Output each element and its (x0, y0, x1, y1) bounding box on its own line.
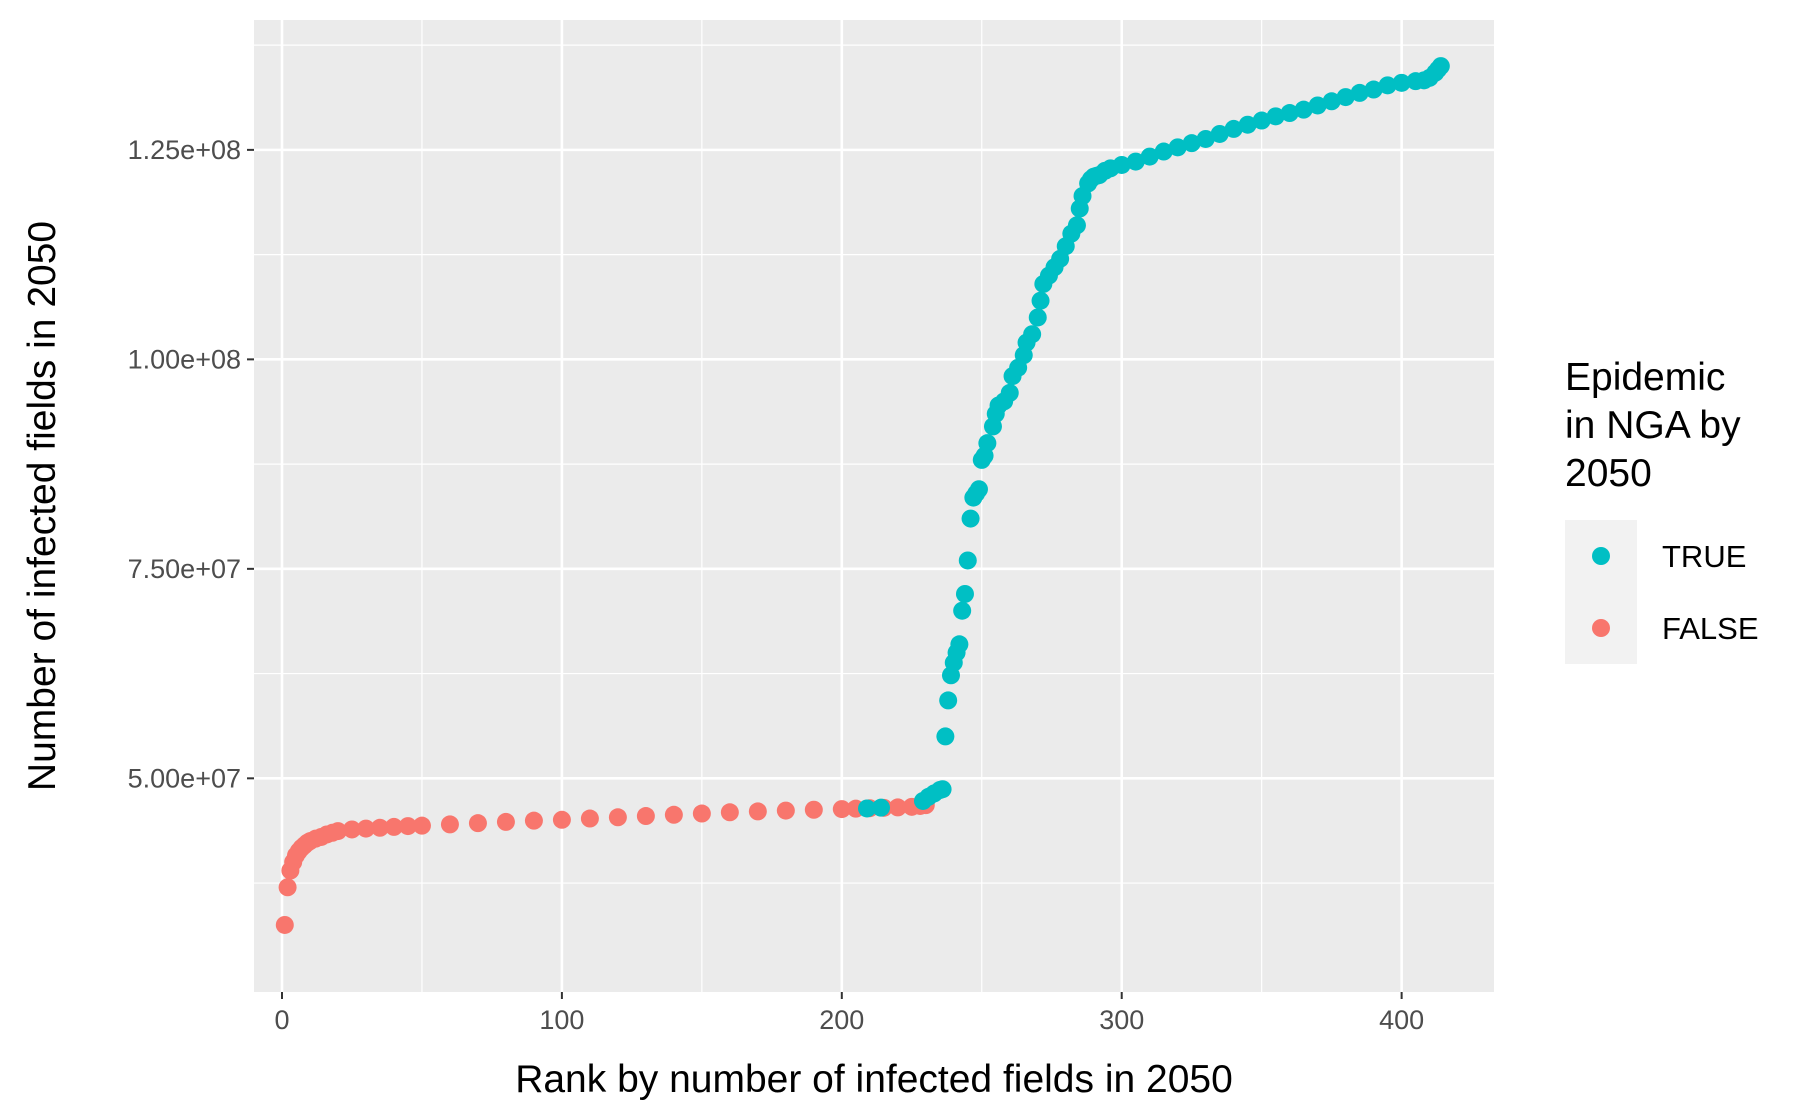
data-point-false (664, 805, 683, 824)
x-tick-label: 100 (539, 1005, 584, 1035)
data-point-true (1031, 291, 1050, 310)
plot-panel (254, 20, 1494, 992)
data-point-false (692, 804, 711, 823)
data-point-true (871, 798, 890, 817)
data-point-true (1392, 73, 1411, 92)
data-point-true (1252, 111, 1271, 130)
data-point-true (1336, 88, 1355, 107)
data-point-false (370, 818, 389, 837)
data-point-true (969, 480, 988, 499)
data-point-false (328, 822, 347, 841)
data-point-false (275, 915, 294, 934)
x-tick-label: 0 (274, 1005, 289, 1035)
y-tick-label: 1.25e+08 (128, 135, 241, 165)
data-point-true (1067, 216, 1086, 235)
data-point-false (720, 803, 739, 822)
x-tick-label: 300 (1099, 1005, 1144, 1035)
data-point-true (1112, 155, 1131, 174)
legend-key-false (1592, 619, 1610, 637)
data-point-true (1140, 147, 1159, 166)
y-tick-label: 1.00e+08 (128, 344, 241, 374)
legend-label-false: FALSE (1662, 611, 1759, 646)
data-point-true (1294, 100, 1313, 119)
data-point-false (524, 811, 543, 830)
data-point-false (888, 798, 907, 817)
x-axis: 0 100 200 300 400 (274, 992, 1424, 1035)
data-point-false (412, 816, 431, 835)
data-point-true (953, 601, 972, 620)
data-point-false (342, 820, 361, 839)
data-point-true (1431, 57, 1450, 76)
data-point-true (1364, 80, 1383, 99)
legend: Epidemic in NGA by 2050 TRUE FALSE (1565, 356, 1759, 664)
x-tick-label: 200 (819, 1005, 864, 1035)
data-point-false (804, 800, 823, 819)
data-point-true (1154, 142, 1173, 161)
legend-label-true: TRUE (1662, 539, 1746, 574)
data-point-true (1266, 107, 1285, 126)
data-point-true (1280, 104, 1299, 123)
data-points (275, 57, 1450, 934)
data-point-true (1224, 119, 1243, 138)
data-point-true (1322, 92, 1341, 111)
data-point-true (1210, 124, 1229, 143)
data-point-true (1182, 134, 1201, 153)
legend-title-line-1: Epidemic (1565, 356, 1725, 399)
data-point-false (398, 817, 417, 836)
data-point-true (961, 509, 980, 528)
data-point-true (978, 434, 997, 453)
data-point-true (939, 691, 958, 710)
data-point-false (636, 807, 655, 826)
x-tick-label: 400 (1379, 1005, 1424, 1035)
data-point-true (958, 551, 977, 570)
data-point-false (384, 817, 403, 836)
data-point-true (858, 799, 877, 818)
data-point-true (1238, 115, 1257, 134)
data-point-true (1126, 152, 1145, 171)
data-point-false (468, 814, 487, 833)
legend-title-line-3: 2050 (1565, 452, 1652, 495)
data-point-true (933, 780, 952, 799)
legend-keys-background (1565, 520, 1637, 664)
legend-title-line-2: in NGA by (1565, 404, 1741, 447)
data-point-true (1023, 325, 1042, 344)
data-point-false (496, 812, 515, 831)
x-axis-title: Rank by number of infected fields in 205… (515, 1058, 1233, 1101)
y-axis-title: Number of infected fields in 2050 (21, 221, 64, 791)
data-point-false (440, 815, 459, 834)
data-point-false (776, 801, 795, 820)
data-point-false (356, 819, 375, 838)
data-point-true (955, 584, 974, 603)
data-point-false (832, 800, 851, 819)
data-point-false (748, 802, 767, 821)
data-point-false (552, 810, 571, 829)
major-gridlines (254, 20, 1494, 992)
data-point-true (1168, 138, 1187, 157)
data-point-false (580, 809, 599, 828)
y-tick-label: 5.00e+07 (128, 763, 241, 793)
y-axis: 5.00e+07 7.50e+07 1.00e+08 1.25e+08 (128, 135, 254, 793)
data-point-true (1196, 129, 1215, 148)
y-tick-label: 7.50e+07 (128, 554, 241, 584)
data-point-true (1350, 83, 1369, 102)
legend-key-true (1592, 547, 1610, 565)
data-point-true (1308, 96, 1327, 115)
minor-gridlines (254, 20, 1494, 992)
data-point-true (1028, 308, 1047, 327)
data-point-false (278, 878, 297, 897)
data-point-false (608, 808, 627, 827)
data-point-true (1000, 383, 1019, 402)
data-point-true (936, 727, 955, 746)
data-point-true (950, 635, 969, 654)
data-point-true (1378, 76, 1397, 95)
